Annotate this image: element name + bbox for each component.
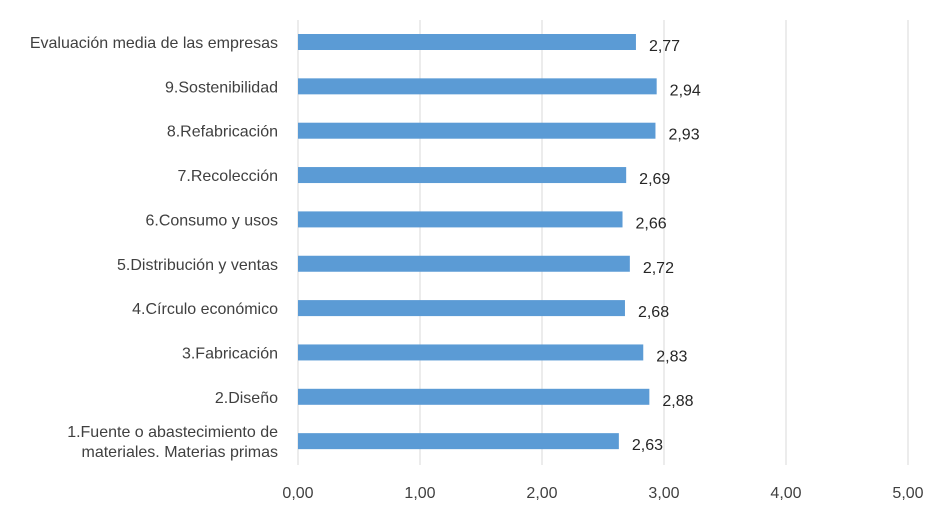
- bar: [298, 255, 630, 272]
- category-label: 4.Círculo económico: [132, 301, 278, 318]
- category-label-line: 1.Fuente o abastecimiento de: [67, 424, 278, 441]
- data-label: 2,88: [662, 393, 693, 410]
- category-labels: Evaluación media de las empresas 9.Sosten…: [30, 35, 278, 461]
- category-label: Evaluación media de las empresas: [30, 35, 278, 52]
- category-label-line: Evaluación media de las empresas: [30, 35, 278, 52]
- data-label: 2,72: [643, 260, 674, 277]
- category-label-line: 8.Refabricación: [167, 124, 278, 141]
- data-label: 2,93: [668, 127, 699, 144]
- data-label: 2,69: [639, 171, 670, 188]
- bar: [298, 300, 625, 317]
- category-label-line: 2.Diseño: [215, 390, 278, 407]
- bar: [298, 433, 619, 450]
- bar: [298, 344, 644, 361]
- category-label: 2.Diseño: [215, 390, 278, 407]
- category-label-line: 4.Círculo económico: [132, 301, 278, 318]
- category-label: 7.Recolección: [178, 168, 279, 185]
- x-tick-label: 2,00: [526, 485, 557, 502]
- category-label-line: 6.Consumo y usos: [145, 212, 278, 229]
- data-label: 2,77: [649, 38, 680, 55]
- x-tick-label: 1,00: [404, 485, 435, 502]
- bar: [298, 34, 636, 50]
- bar: [298, 122, 656, 139]
- x-tick-label: 3,00: [648, 485, 679, 502]
- data-label: 2,66: [636, 215, 667, 232]
- category-label-line: 9.Sostenibilidad: [165, 79, 278, 96]
- data-label: 2,94: [670, 82, 701, 99]
- data-labels: 2,77 2,94 2,93 2,69 2,66 2,72 2,68 2,83 2,88 2,63: [632, 38, 701, 454]
- category-label-line: 3.Fabricación: [182, 345, 278, 362]
- category-label: 8.Refabricación: [167, 124, 278, 141]
- x-axis-tick-labels: 0,00 1,00 2,00 3,00 4,00 5,00: [282, 485, 923, 502]
- category-label: 6.Consumo y usos: [145, 212, 278, 229]
- category-label-line: 5.Distribución y ventas: [117, 257, 278, 274]
- category-label: 5.Distribución y ventas: [117, 257, 278, 274]
- x-tick-label: 5,00: [892, 485, 923, 502]
- category-label: 1.Fuente o abastecimiento de materiales. …: [67, 424, 278, 461]
- x-tick-label: 0,00: [282, 485, 313, 502]
- category-label-line: 7.Recolección: [178, 168, 279, 185]
- category-label: 9.Sostenibilidad: [165, 79, 278, 96]
- data-label: 2,83: [656, 348, 687, 365]
- bar: [298, 78, 657, 95]
- bar: [298, 388, 650, 405]
- category-label-line: materiales. Materias primas: [82, 444, 279, 461]
- bar: [298, 167, 627, 184]
- data-label: 2,68: [638, 304, 669, 321]
- x-tick-label: 4,00: [770, 485, 801, 502]
- bars: [298, 34, 657, 450]
- data-label: 2,63: [632, 437, 663, 454]
- bar: [298, 211, 623, 228]
- category-label: 3.Fabricación: [182, 345, 278, 362]
